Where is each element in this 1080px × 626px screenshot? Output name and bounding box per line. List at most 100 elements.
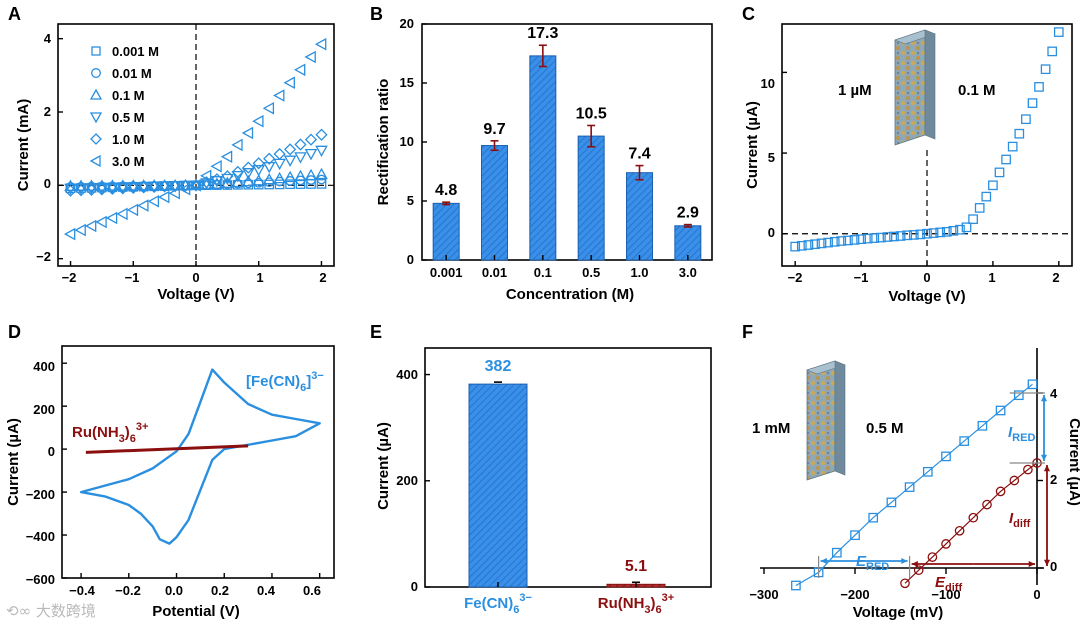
c-series-0-point xyxy=(1047,46,1058,57)
panel-d-frame xyxy=(61,345,335,579)
f-series-1-point xyxy=(900,578,910,589)
f-i-red-label: IRED xyxy=(1008,424,1035,444)
c-series-0-point xyxy=(1001,154,1011,165)
c-series-0-point xyxy=(882,232,893,242)
a-series-4-point xyxy=(168,179,182,193)
c-series-0-point xyxy=(803,240,814,250)
c-series-0-point xyxy=(862,233,873,244)
b-xlabel: Concentration (M) xyxy=(506,286,634,303)
a-xtick-3: 1 xyxy=(256,270,263,285)
b-bar-3 xyxy=(577,135,605,261)
a-xtick-0: −2 xyxy=(62,270,77,285)
a-series-1-point xyxy=(212,179,222,190)
a-series-4-point xyxy=(221,170,234,183)
f-ylabel: Current (µA) xyxy=(1066,418,1080,506)
a-series-2-point xyxy=(221,176,234,188)
c-ytick-1: 5 xyxy=(768,150,775,165)
f-series-0-point xyxy=(904,482,915,492)
c-xtick-1: −1 xyxy=(854,270,869,285)
a-series-3-point xyxy=(241,168,255,180)
a-series-4-point xyxy=(85,183,98,197)
c-series-0-point xyxy=(981,191,992,202)
a-series-3-point xyxy=(294,152,307,164)
c-xtick-3: 1 xyxy=(988,270,995,285)
f-arrow-i-red-up-head xyxy=(1040,395,1048,402)
f-arrow-i-diff-down-head xyxy=(1043,559,1051,566)
panel-b: B 4.8 0.001 9.7 0.01 17.3 0.1 10.5 0.5 7.4 1.0 2.9… xyxy=(370,4,713,303)
c-series-0-point xyxy=(968,214,978,225)
a-series-4-point xyxy=(189,179,203,192)
d-xtick-2: 0.0 xyxy=(165,583,183,598)
f-xtick-3: 0 xyxy=(1033,587,1040,602)
c-series-0-point xyxy=(1021,114,1031,125)
c-series-0-point xyxy=(1053,27,1064,37)
f-series-1-point xyxy=(954,525,965,536)
a-series-5-point xyxy=(262,101,275,115)
legend-marker-triangle-down xyxy=(89,112,103,124)
b-ytick-2: 10 xyxy=(400,134,414,149)
panel-c-plot xyxy=(782,27,1072,266)
panel-b-letter: B xyxy=(370,4,383,24)
c-ylabel: Current (µA) xyxy=(744,101,761,189)
a-series-4-point xyxy=(304,133,318,146)
f-e-red-label: ERED xyxy=(856,553,889,573)
c-series-0-point xyxy=(961,222,972,233)
c-ytick-2: 0 xyxy=(768,225,775,240)
a-series-2-point xyxy=(74,179,88,191)
d-xtick-5: 0.6 xyxy=(303,583,321,598)
f-ytick-2: 0 xyxy=(1050,559,1057,574)
c-series-0-point xyxy=(816,238,827,249)
f-arrow-e-red-left-head xyxy=(820,557,827,565)
a-series-5-point xyxy=(252,114,264,128)
a-series-5-point xyxy=(74,223,86,237)
c-series-0-point xyxy=(941,226,952,237)
panel-c: C 1 µM 0.1 M 10 5 0 −2 −1 0 1 2 Voltage … xyxy=(742,4,1073,305)
legend-label-0: 0.001 M xyxy=(112,44,159,59)
a-series-2-point xyxy=(283,170,297,183)
b-value-label-2: 17.3 xyxy=(527,25,558,42)
a-series-3-point xyxy=(273,158,286,171)
c-series-0-point xyxy=(843,235,853,246)
f-ytick-0: 4 xyxy=(1050,386,1058,401)
a-series-4-point xyxy=(158,180,171,193)
f-series-1-line xyxy=(904,462,1038,584)
a-series-4-point xyxy=(231,165,244,179)
f-series-0-point xyxy=(941,451,951,462)
a-xlabel: Voltage (V) xyxy=(157,286,234,303)
a-series-4-point xyxy=(106,182,119,196)
panel-e-plot xyxy=(425,373,666,588)
d-xlabel: Potential (V) xyxy=(152,603,240,620)
f-series-0-point xyxy=(977,420,988,431)
legend-marker-circle xyxy=(91,68,101,78)
d-ylabel: Current (µA) xyxy=(5,418,22,506)
legend-marker-diamond xyxy=(90,133,102,145)
a-series-0-point xyxy=(316,179,327,189)
a-series-5-point xyxy=(283,76,295,90)
a-series-2-point xyxy=(158,178,171,191)
legend-label-4: 1.0 M xyxy=(112,132,145,147)
panel-e-letter: E xyxy=(370,322,382,342)
panel-d-letter: D xyxy=(8,322,21,342)
f-ytick-1: 2 xyxy=(1050,472,1057,487)
panel-a-legend: 0.001 M 0.01 M 0.1 M 0.5 M 1.0 M 3.0 M xyxy=(89,44,159,169)
membrane-illustration-c xyxy=(894,29,936,146)
e-value-label-1: 5.1 xyxy=(625,558,647,575)
d-ytick-2: 0 xyxy=(48,444,55,459)
a-series-5-point xyxy=(95,215,107,229)
a-series-4-point xyxy=(283,143,297,156)
a-series-4-point xyxy=(294,138,307,151)
panel-e: E 400 200 0 382 5.1 Fe(CN)63− Ru(NH3)63+… xyxy=(370,322,712,616)
legend-marker-triangle-left xyxy=(89,154,101,168)
c-series-0-point xyxy=(856,234,866,245)
panel-f: F 1 mM 0.5 M IRED Idiff ERED Ediff 4 2 0… xyxy=(742,322,1080,621)
d-ytick-3: −200 xyxy=(26,487,55,502)
f-series-0-point xyxy=(886,497,897,508)
b-xtick-label-4: 1.0 xyxy=(630,265,648,280)
a-series-5-point xyxy=(231,138,243,152)
a-series-5-point xyxy=(63,227,76,241)
a-series-5-point xyxy=(241,126,254,140)
b-value-label-3: 10.5 xyxy=(576,105,607,122)
c-series-0-point xyxy=(1027,98,1038,108)
a-ytick-1: 2 xyxy=(44,104,51,119)
